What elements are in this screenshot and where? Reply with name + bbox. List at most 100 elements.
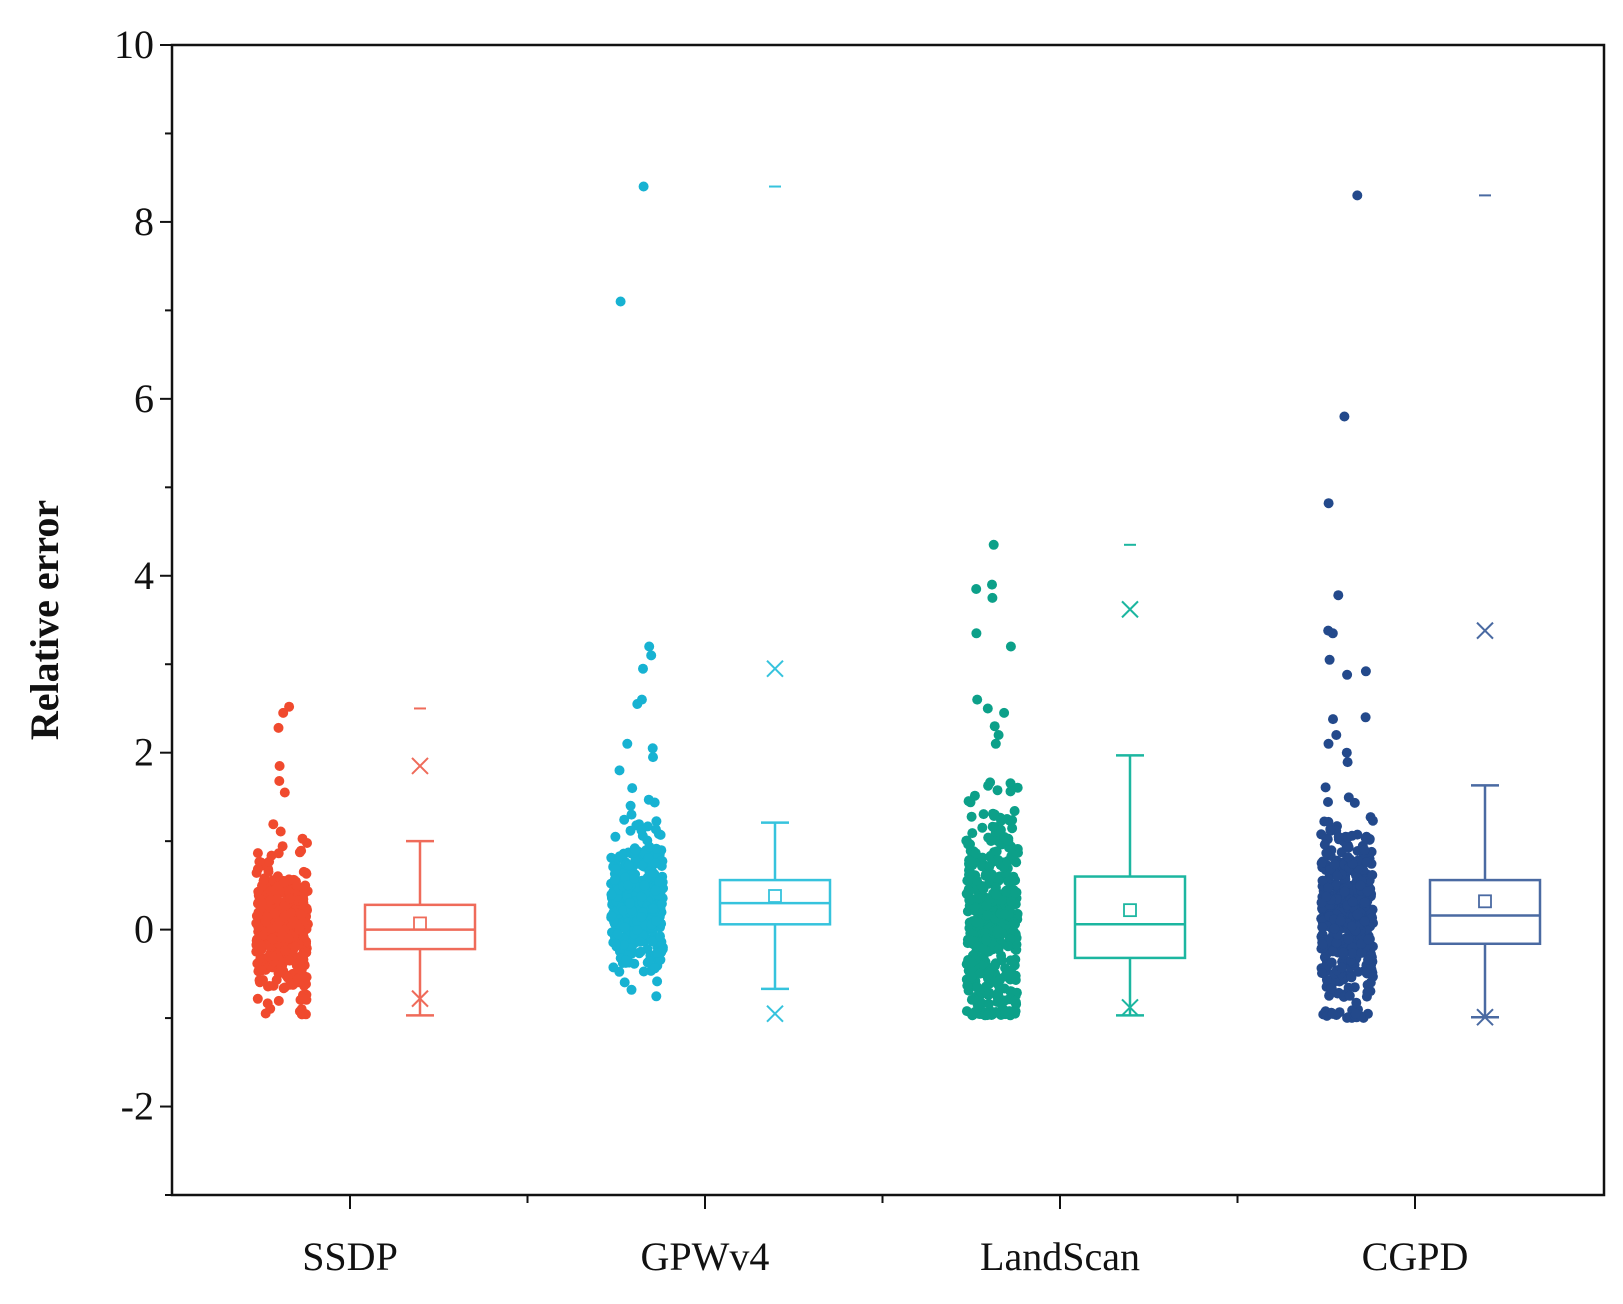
cgpd-scatter-point [1346,972,1357,983]
landscan-scatter-point [991,846,1002,857]
ssdp-scatter-point [279,877,290,888]
ssdp-scatter-point [264,856,275,867]
gpwv4-scatter-point [639,880,650,891]
gpwv4-scatter-point [651,816,662,827]
gpwv4-outlier-point [626,809,637,820]
cgpd-p99-marker [1476,621,1494,640]
cgpd-scatter-point [1331,937,1342,948]
cgpd-outlier-point [1323,498,1334,509]
landscan-scatter-point [993,987,1004,998]
landscan-scatter-point [972,982,983,992]
cgpd-scatter-point [1333,831,1344,842]
gpwv4-scatter-point [626,984,637,995]
gpwv4-scatter-point [612,929,623,940]
landscan-outlier-point [982,703,993,714]
landscan-scatter-point [990,960,1000,971]
ssdp-scatter-point [262,998,273,1009]
gpwv4-outlier-point [647,743,658,754]
ssdp-outlier-point [279,787,290,798]
ssdp-scatter-point [252,848,263,859]
cgpd-scatter-point [1320,782,1331,793]
cgpd-scatter-point [1355,880,1366,891]
gpwv4-outlier-point [615,296,626,307]
landscan-scatter-point [966,971,977,982]
cgpd-outlier-point [1324,654,1335,665]
landscan-scatter-point [1010,887,1021,898]
cgpd-scatter-point [1361,857,1372,868]
gpwv4-scatter-point [623,860,634,871]
gpwv4-scatter-point [620,955,631,966]
gpwv4-scatter-point [656,898,667,909]
cgpd-scatter-point [1319,839,1330,850]
gpwv4-outlier-point [622,738,633,749]
landscan-scatter-point [980,870,991,881]
cgpd-scatter-point [1317,875,1328,886]
ssdp-scatter-point [272,893,283,904]
gpwv4-outlier-point [638,181,649,192]
cgpd-scatter-point [1367,870,1378,880]
ssdp-scatter-point [273,995,284,1006]
cgpd-outlier-point [1360,666,1371,677]
landscan-scatter-point [984,861,995,872]
ssdp-scatter-point [297,833,308,844]
landscan-scatter-point [1010,975,1021,985]
gpwv4-scatter-point [630,844,641,855]
landscan-outlier-point [972,694,983,705]
gpwv4-scatter-point [636,891,647,902]
cgpd-scatter-point [1343,832,1353,843]
gpwv4-scatter-point [634,936,645,947]
landscan-scatter-point [966,811,977,822]
landscan-scatter-point [970,917,981,928]
cgpd-scatter-point [1344,990,1355,1001]
plot-frame [170,43,1606,1197]
landscan-outlier-point [993,730,1004,740]
cgpd-outlier-point [1328,714,1338,725]
cgpd-scatter-point [1316,829,1327,840]
landscan-scatter-point [996,950,1007,961]
gpwv4-scatter-point [638,966,649,977]
landscan-scatter-point [966,994,977,1005]
landscan-scatter-point [1009,996,1020,1007]
landscan-scatter-point [966,856,977,867]
landscan-scatter-point [987,821,998,832]
y-tick-label: 4 [134,553,154,598]
landscan-scatter-point [982,1010,993,1021]
gpwv4-scatter-point [618,905,629,916]
ssdp-scatter-point [252,864,263,874]
cgpd-scatter-point [1343,934,1354,945]
cgpd-scatter-point [1321,848,1332,858]
cgpd-scatter-point [1343,792,1354,803]
cgpd-scatter-point [1363,954,1373,965]
gpwv4-scatter-point [652,976,663,987]
landscan-outlier-point [989,721,1000,732]
ssdp-scatter-point [275,826,286,837]
cgpd-scatter-point [1323,816,1334,827]
landscan-outlier-point [987,592,998,603]
x-tick-label: GPWv4 [641,1234,770,1279]
x-tick-label: LandScan [980,1234,1140,1279]
ssdp-scatter-point [271,974,282,985]
gpwv4-outlier-point [644,641,655,652]
landscan-scatter-point [992,785,1003,796]
cgpd-scatter-point [1323,797,1333,807]
gpwv4-scatter-point [606,889,617,900]
cgpd-outlier-point [1352,190,1363,201]
cgpd-scatter-point [1342,757,1353,768]
landscan-scatter-point [1007,823,1018,834]
cgpd-scatter-point [1332,870,1343,881]
y-tick-label: 10 [114,22,154,67]
cgpd-scatter-point [1342,1012,1353,1023]
landscan-scatter-point [992,997,1003,1007]
cgpd-scatter-point [1346,921,1357,932]
ssdp-scatter-point [264,981,275,991]
landscan-outlier-point [1005,641,1016,652]
gpwv4-scatter-point [651,991,662,1002]
cgpd-scatter-point [1362,886,1373,897]
cgpd-scatter-point [1316,858,1327,869]
gpwv4-scatter-point [643,853,654,864]
gpwv4-scatter-point [610,831,621,842]
cgpd-scatter-point [1360,833,1371,844]
cgpd-scatter-point [1338,947,1349,958]
gpwv4-outlier-point [648,752,658,763]
